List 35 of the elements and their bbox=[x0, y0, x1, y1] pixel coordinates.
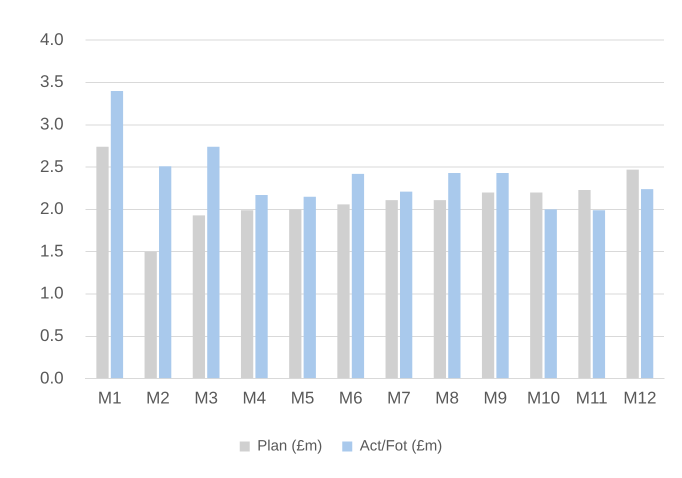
x-tick-label: M7 bbox=[387, 388, 411, 408]
y-tick-label: 0.0 bbox=[40, 368, 64, 388]
bar bbox=[352, 174, 364, 378]
legend-label: Plan (£m) bbox=[257, 438, 322, 455]
x-tick-label: M9 bbox=[483, 388, 508, 408]
x-tick-label: M6 bbox=[338, 388, 363, 408]
y-tick-label: 2.5 bbox=[40, 156, 64, 176]
y-tick-label: 1.0 bbox=[40, 284, 64, 303]
x-tick-label: M4 bbox=[242, 388, 266, 408]
x-tick-label: M2 bbox=[146, 388, 170, 408]
bar bbox=[400, 192, 412, 378]
bar bbox=[207, 146, 220, 378]
x-tick-label: M5 bbox=[290, 388, 314, 408]
x-tick-label: M1 bbox=[98, 388, 122, 408]
bar bbox=[640, 189, 654, 378]
y-tick-label: 4.0 bbox=[40, 30, 64, 49]
x-tick-label: M11 bbox=[576, 388, 608, 408]
bar bbox=[448, 173, 460, 378]
x-tick-label: M12 bbox=[623, 388, 656, 408]
bar bbox=[544, 209, 557, 378]
x-tick-label: M8 bbox=[435, 388, 459, 408]
bar bbox=[592, 210, 606, 378]
legend-label: Act/Fot (£m) bbox=[360, 438, 442, 455]
bar bbox=[496, 173, 509, 378]
bar bbox=[304, 196, 316, 378]
y-tick-label: 1.5 bbox=[40, 241, 64, 260]
x-tick-label: M10 bbox=[526, 388, 560, 408]
bar bbox=[255, 195, 268, 378]
y-tick-label: 2.0 bbox=[40, 199, 64, 218]
bar bbox=[110, 90, 124, 378]
y-tick-label: 0.5 bbox=[40, 326, 64, 345]
y-tick-label: 3.0 bbox=[40, 114, 64, 134]
x-tick-label: M3 bbox=[194, 388, 218, 408]
bar bbox=[159, 166, 172, 378]
y-tick-label: 3.5 bbox=[40, 72, 64, 92]
